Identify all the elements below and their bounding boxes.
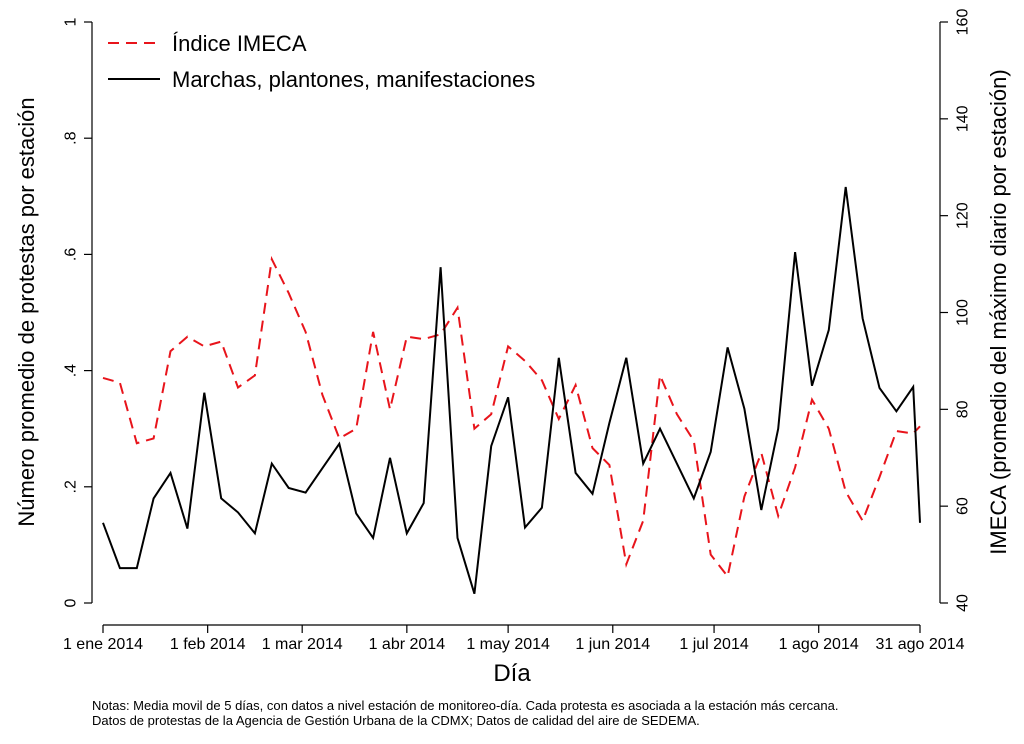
series-layer — [102, 186, 921, 594]
legend-label-imeca: Índice IMECA — [172, 31, 307, 56]
right-y-tick-label: 40 — [955, 594, 972, 612]
left-y-tick-label: .6 — [63, 248, 80, 261]
x-axis: 1 ene 2014 1 feb 2014 1 mar 2014 1 abr 2014… — [63, 624, 965, 653]
right-y-tick-label: 140 — [955, 105, 972, 132]
series-line-imeca — [102, 255, 921, 579]
left-y-tick-label: .8 — [63, 131, 80, 144]
x-tick-label: 1 ene 2014 — [63, 636, 143, 653]
right-y-tick-label: 120 — [955, 202, 972, 229]
right-y-tick-label: 60 — [955, 497, 972, 515]
left-y-tick-label: .4 — [63, 364, 80, 377]
legend: Índice IMECA Marchas, plantones, manifes… — [108, 31, 535, 92]
left-axis-title: Número promedio de protestas por estació… — [14, 97, 39, 526]
chart-notes: Notas: Media movil de 5 días, con datos … — [92, 698, 992, 728]
x-tick-label: 1 jul 2014 — [679, 636, 748, 653]
left-y-tick-label: 0 — [63, 598, 80, 607]
right-axis-title: IMECA (promedio del máximo diario por es… — [986, 69, 1011, 554]
x-tick-label: 1 feb 2014 — [170, 636, 246, 653]
right-y-tick-label: 80 — [955, 400, 972, 418]
x-tick-label: 1 jun 2014 — [575, 636, 650, 653]
right-y-axis: 40 60 80 100 120 140 160 — [939, 9, 972, 612]
left-y-tick-label: .2 — [63, 480, 80, 493]
legend-label-protestas: Marchas, plantones, manifestaciones — [172, 67, 535, 92]
left-y-tick-label: 1 — [63, 17, 80, 26]
notes-line-1: Notas: Media movil de 5 días, con datos … — [92, 698, 839, 713]
x-tick-label: 1 abr 2014 — [369, 636, 446, 653]
x-tick-label: 1 mar 2014 — [262, 636, 343, 653]
x-tick-label: 1 may 2014 — [466, 636, 550, 653]
x-tick-label: 31 ago 2014 — [876, 636, 965, 653]
right-y-tick-label: 160 — [955, 9, 972, 36]
left-y-axis: 0 .2 .4 .6 .8 1 — [63, 17, 93, 607]
x-axis-title: Día — [493, 660, 531, 687]
series-line-protestas — [102, 186, 921, 594]
x-tick-label: 1 ago 2014 — [779, 636, 859, 653]
notes-line-2: Datos de protestas de la Agencia de Gest… — [92, 713, 700, 728]
right-y-tick-label: 100 — [955, 299, 972, 326]
